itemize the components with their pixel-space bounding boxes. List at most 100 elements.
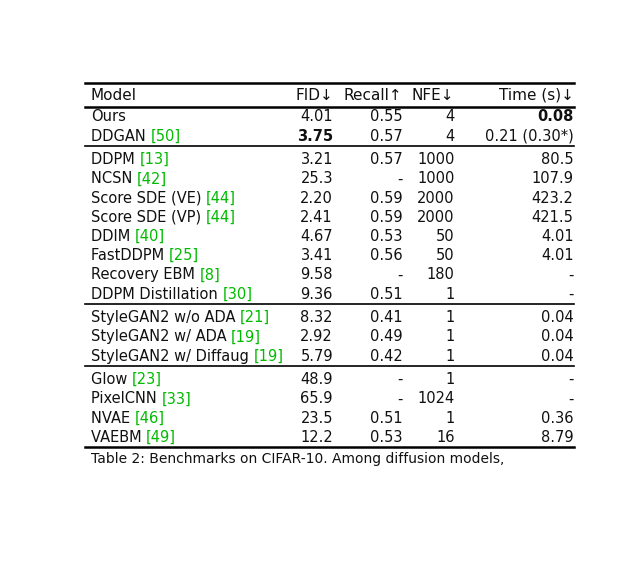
Text: -: -	[568, 373, 573, 387]
Text: 0.21 (0.30*): 0.21 (0.30*)	[484, 129, 573, 143]
Text: -: -	[397, 373, 403, 387]
Text: 80.5: 80.5	[541, 152, 573, 167]
Text: DDPM: DDPM	[91, 152, 140, 167]
Text: 4.67: 4.67	[300, 229, 333, 244]
Text: 0.41: 0.41	[370, 310, 403, 325]
Text: 65.9: 65.9	[300, 391, 333, 407]
Text: DDGAN: DDGAN	[91, 129, 150, 143]
Text: DDIM: DDIM	[91, 229, 135, 244]
Text: 0.04: 0.04	[541, 349, 573, 363]
Text: Recall↑: Recall↑	[344, 88, 403, 103]
Text: 2.20: 2.20	[300, 191, 333, 206]
Text: 4.01: 4.01	[541, 229, 573, 244]
Text: NVAE: NVAE	[91, 411, 134, 426]
Text: 50: 50	[436, 248, 454, 263]
Text: [21]: [21]	[240, 310, 270, 325]
Text: Recovery EBM: Recovery EBM	[91, 268, 200, 282]
Text: 48.9: 48.9	[300, 373, 333, 387]
Text: [42]: [42]	[137, 171, 167, 187]
Text: 0.51: 0.51	[370, 287, 403, 302]
Text: [49]: [49]	[146, 430, 176, 445]
Text: 4.01: 4.01	[300, 109, 333, 124]
Text: [46]: [46]	[134, 411, 164, 426]
Text: 0.42: 0.42	[370, 349, 403, 363]
Text: 2000: 2000	[417, 210, 454, 225]
Text: 1: 1	[445, 310, 454, 325]
Text: StyleGAN2 w/ Diffaug: StyleGAN2 w/ Diffaug	[91, 349, 253, 363]
Text: Glow: Glow	[91, 373, 132, 387]
Text: 25.3: 25.3	[300, 171, 333, 187]
Text: 0.57: 0.57	[370, 152, 403, 167]
Text: Score SDE (VE): Score SDE (VE)	[91, 191, 206, 206]
Text: [44]: [44]	[206, 191, 236, 206]
Text: 3.21: 3.21	[300, 152, 333, 167]
Text: NCSN: NCSN	[91, 171, 137, 187]
Text: 16: 16	[436, 430, 454, 445]
Text: -: -	[397, 171, 403, 187]
Text: 12.2: 12.2	[300, 430, 333, 445]
Text: 1: 1	[445, 373, 454, 387]
Text: 2000: 2000	[417, 191, 454, 206]
Text: 0.04: 0.04	[541, 329, 573, 345]
Text: [23]: [23]	[132, 373, 162, 387]
Text: 4: 4	[445, 129, 454, 143]
Text: Ours: Ours	[91, 109, 126, 124]
Text: [33]: [33]	[161, 391, 191, 407]
Text: 423.2: 423.2	[532, 191, 573, 206]
Text: [50]: [50]	[150, 129, 180, 143]
Text: 3.75: 3.75	[297, 129, 333, 143]
Text: 8.79: 8.79	[541, 430, 573, 445]
Text: Score SDE (VP): Score SDE (VP)	[91, 210, 205, 225]
Text: 1: 1	[445, 287, 454, 302]
Text: [25]: [25]	[169, 248, 199, 263]
Text: 9.36: 9.36	[301, 287, 333, 302]
Text: -: -	[397, 391, 403, 407]
Text: 23.5: 23.5	[300, 411, 333, 426]
Text: 0.04: 0.04	[541, 310, 573, 325]
Text: 0.49: 0.49	[370, 329, 403, 345]
Text: -: -	[568, 287, 573, 302]
Text: 1: 1	[445, 411, 454, 426]
Text: 0.53: 0.53	[370, 430, 403, 445]
Text: [19]: [19]	[253, 349, 284, 363]
Text: 0.59: 0.59	[370, 191, 403, 206]
Text: 0.53: 0.53	[370, 229, 403, 244]
Text: FID↓: FID↓	[295, 88, 333, 103]
Text: Model: Model	[91, 88, 137, 103]
Text: 1000: 1000	[417, 171, 454, 187]
Text: PixelCNN: PixelCNN	[91, 391, 161, 407]
Text: 0.36: 0.36	[541, 411, 573, 426]
Text: FastDDPM: FastDDPM	[91, 248, 169, 263]
Text: 5.79: 5.79	[300, 349, 333, 363]
Text: NFE↓: NFE↓	[412, 88, 454, 103]
Text: 1: 1	[445, 349, 454, 363]
Text: [30]: [30]	[222, 287, 252, 302]
Text: 0.59: 0.59	[370, 210, 403, 225]
Text: [40]: [40]	[135, 229, 165, 244]
Text: 0.57: 0.57	[370, 129, 403, 143]
Text: 2.41: 2.41	[300, 210, 333, 225]
Text: 4: 4	[445, 109, 454, 124]
Text: -: -	[568, 391, 573, 407]
Text: Time (s)↓: Time (s)↓	[499, 88, 573, 103]
Text: 50: 50	[436, 229, 454, 244]
Text: Table 2: Benchmarks on CIFAR-10. Among diffusion models,: Table 2: Benchmarks on CIFAR-10. Among d…	[91, 452, 504, 466]
Text: StyleGAN2 w/o ADA: StyleGAN2 w/o ADA	[91, 310, 240, 325]
Text: -: -	[568, 268, 573, 282]
Text: [8]: [8]	[200, 268, 220, 282]
Text: [19]: [19]	[231, 329, 261, 345]
Text: 180: 180	[427, 268, 454, 282]
Text: 1: 1	[445, 329, 454, 345]
Text: 0.08: 0.08	[537, 109, 573, 124]
Text: 9.58: 9.58	[300, 268, 333, 282]
Text: 4.01: 4.01	[541, 248, 573, 263]
Text: 3.41: 3.41	[301, 248, 333, 263]
Text: 8.32: 8.32	[300, 310, 333, 325]
Text: DDPM Distillation: DDPM Distillation	[91, 287, 222, 302]
Text: VAEBM: VAEBM	[91, 430, 146, 445]
Text: -: -	[397, 268, 403, 282]
Text: 421.5: 421.5	[532, 210, 573, 225]
Text: 2.92: 2.92	[300, 329, 333, 345]
Text: 1000: 1000	[417, 152, 454, 167]
Text: 0.56: 0.56	[370, 248, 403, 263]
